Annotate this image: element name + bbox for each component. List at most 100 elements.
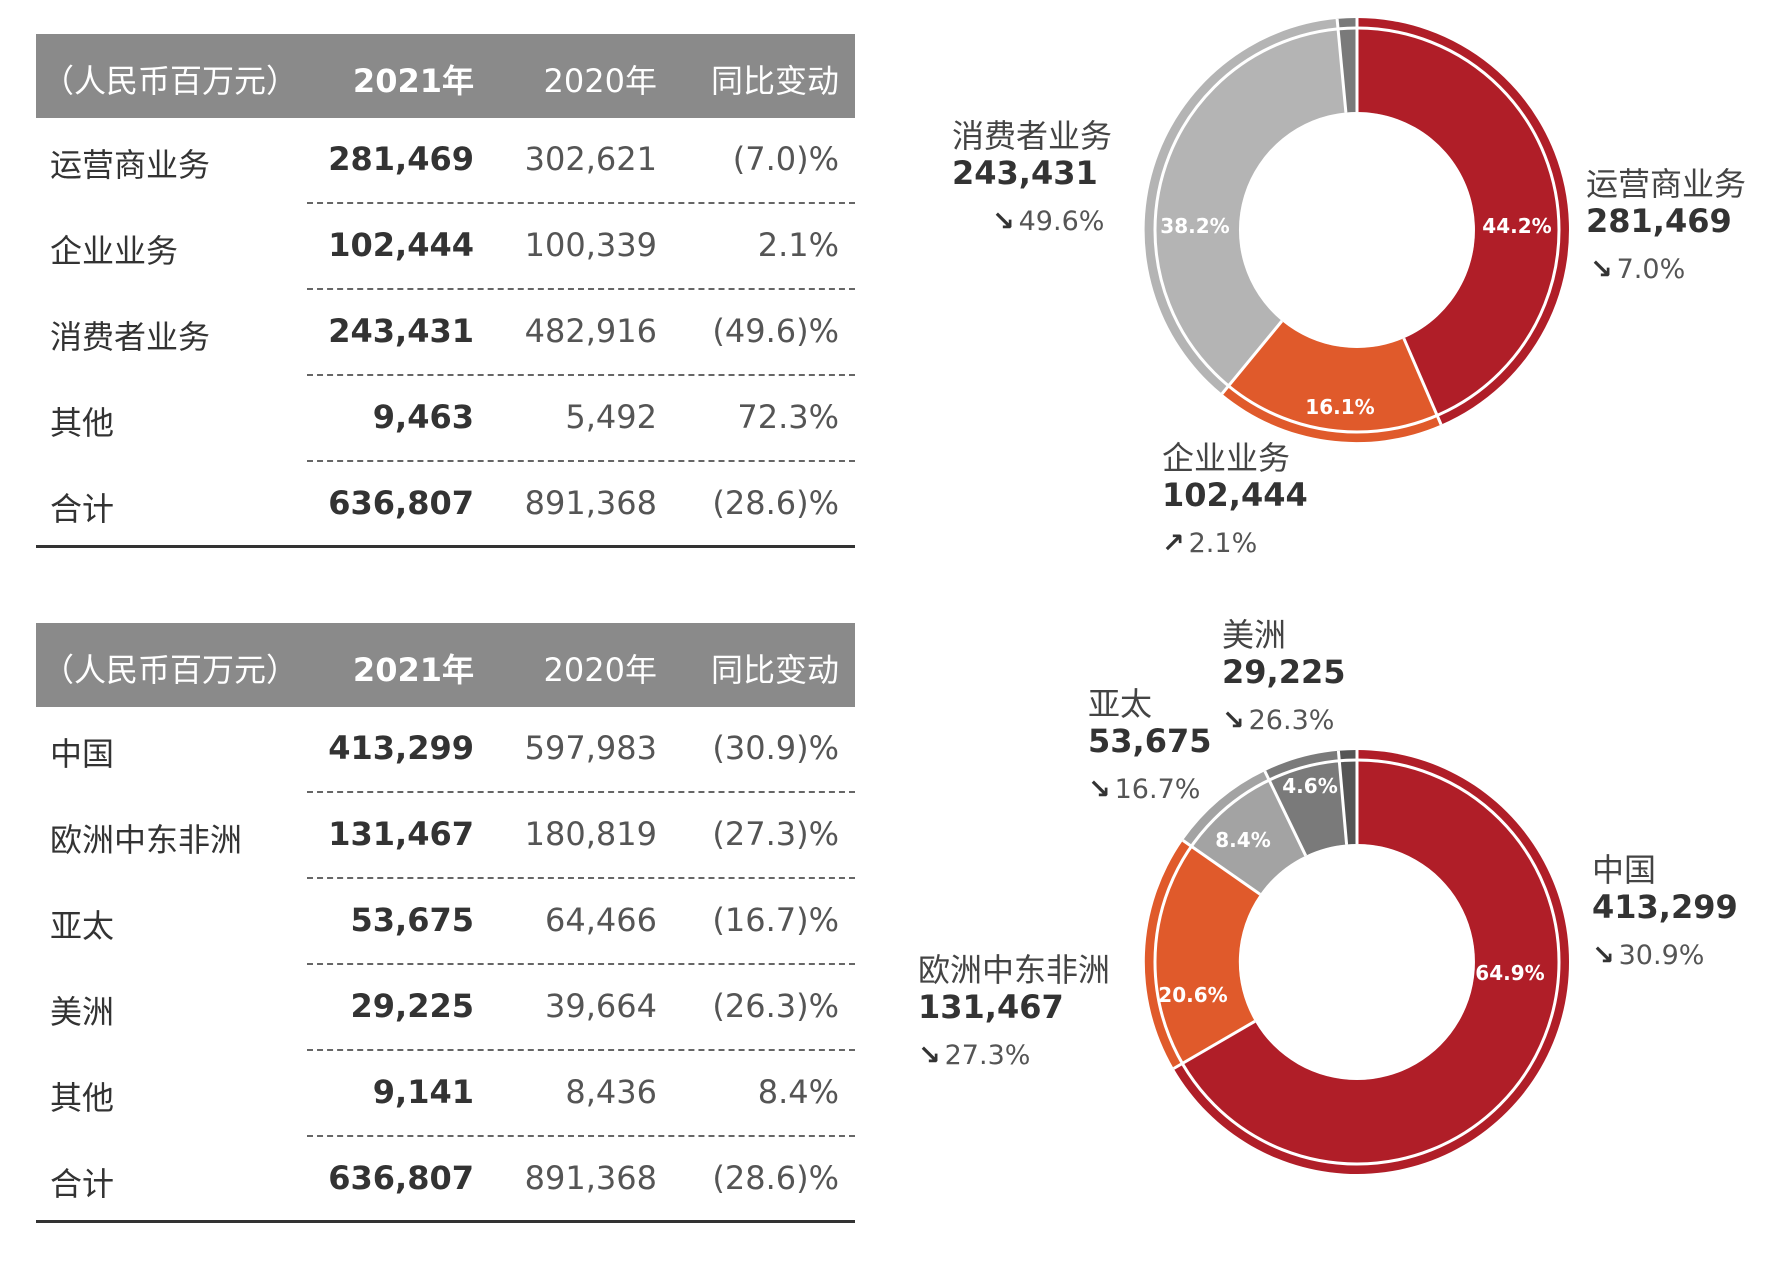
table-row: 企业业务 102,444 100,339 2.1% <box>36 204 855 290</box>
segment-change: ↘ 30.9% <box>1592 939 1705 971</box>
unit-header: （人民币百万元） <box>42 62 299 100</box>
label-carrier: 运营商业务 281,469 ↘ 7.0% <box>1586 166 1746 285</box>
yoy-change-header: 同比变动 <box>710 62 839 100</box>
table-row-total: 合计 636,807 891,368 (28.6)% <box>36 462 855 548</box>
slice-enterprise <box>1222 321 1442 443</box>
slice-label-consumer: 38.2% <box>1160 214 1229 238</box>
value-2021: 53,675 <box>350 901 474 939</box>
label-china: 中国 413,299 ↘ 30.9% <box>1592 852 1738 971</box>
row-label: 欧洲中东非洲 <box>50 821 243 859</box>
yoy-change: (49.6)% <box>712 312 839 350</box>
arrow-down-right-icon: ↘ <box>1088 773 1111 805</box>
value-2020: 302,621 <box>524 140 657 178</box>
row-divider <box>307 288 855 290</box>
value-2020: 891,368 <box>524 1159 657 1197</box>
value-2020: 100,339 <box>524 226 657 264</box>
segment-value: 281,469 <box>1586 201 1732 240</box>
value-2021: 9,463 <box>372 398 474 436</box>
value-2021: 29,225 <box>350 987 474 1025</box>
arrow-down-right-icon: ↘ <box>918 1039 941 1071</box>
row-label: 中国 <box>50 735 115 773</box>
row-label: 合计 <box>50 490 115 528</box>
value-2021: 636,807 <box>328 1159 474 1197</box>
row-divider <box>307 877 855 879</box>
segment-value: 243,431 <box>952 153 1098 192</box>
yoy-change: (28.6)% <box>712 1159 839 1197</box>
table-row: 其他 9,141 8,436 8.4% <box>36 1051 855 1137</box>
segment-name: 企业业务 <box>1162 439 1291 477</box>
yoy-change: 2.1% <box>757 226 839 264</box>
value-2020: 39,664 <box>545 987 657 1025</box>
row-label: 合计 <box>50 1165 115 1203</box>
slice-apac <box>1182 771 1306 895</box>
row-divider <box>307 374 855 376</box>
table-bottom-rule <box>36 545 855 548</box>
donut-slices <box>1144 749 1570 1174</box>
segment-name: 运营商业务 <box>1586 165 1747 203</box>
value-2020: 180,819 <box>524 815 657 853</box>
row-label: 美洲 <box>50 993 115 1031</box>
yoy-change: (26.3)% <box>712 987 839 1025</box>
yoy-change: 8.4% <box>757 1073 839 1111</box>
segment-value: 29,225 <box>1222 652 1346 691</box>
yoy-change-header: 同比变动 <box>710 651 839 689</box>
row-divider <box>307 460 855 462</box>
label-emea: 欧洲中东非洲 131,467 ↘ 27.3% <box>918 952 1110 1071</box>
slice-other <box>1337 17 1357 113</box>
table-header: （人民币百万元） 2021年 2020年 同比变动 <box>36 623 855 707</box>
table-row: 其他 9,463 5,492 72.3% <box>36 376 855 462</box>
segment-name: 欧洲中东非洲 <box>918 951 1111 989</box>
slice-carrier <box>1357 18 1569 425</box>
arrow-up-right-icon: ↗ <box>1162 527 1185 559</box>
row-label: 企业业务 <box>50 232 179 270</box>
value-2021: 9,141 <box>372 1073 474 1111</box>
segment-value: 53,675 <box>1088 721 1212 760</box>
segment-change: ↗ 2.1% <box>1162 527 1258 559</box>
table-row: 美洲 29,225 39,664 (26.3)% <box>36 965 855 1051</box>
value-2021: 102,444 <box>328 226 474 264</box>
value-2021: 243,431 <box>328 312 474 350</box>
region-donut-chart: 64.9% 20.6% 8.4% 4.6% <box>1144 749 1570 1174</box>
segment-value: 102,444 <box>1162 475 1308 514</box>
segment-name: 亚太 <box>1088 685 1153 723</box>
segment-name: 中国 <box>1592 851 1657 889</box>
table-header: （人民币百万元） 2021年 2020年 同比变动 <box>36 34 855 118</box>
table-row: 欧洲中东非洲 131,467 180,819 (27.3)% <box>36 793 855 879</box>
table-row: 中国 413,299 597,983 (30.9)% <box>36 707 855 793</box>
yoy-change: (7.0)% <box>732 140 839 178</box>
yoy-change: (16.7)% <box>712 901 839 939</box>
donut-slices <box>1144 17 1569 443</box>
segment-change: ↘ 26.3% <box>1222 704 1335 736</box>
value-2020: 64,466 <box>545 901 657 939</box>
row-label: 运营商业务 <box>50 146 211 184</box>
arrow-down-right-icon: ↘ <box>1222 704 1245 736</box>
slice-emea <box>1144 840 1261 1069</box>
table-row-total: 合计 636,807 891,368 (28.6)% <box>36 1137 855 1223</box>
slice-label-emea: 20.6% <box>1158 983 1227 1007</box>
label-apac: 亚太 53,675 ↘ 16.7% <box>1088 686 1211 805</box>
value-2021: 131,467 <box>328 815 474 853</box>
arrow-down-right-icon: ↘ <box>1592 939 1615 971</box>
table-row: 运营商业务 281,469 302,621 (7.0)% <box>36 118 855 204</box>
label-consumer: 消费者业务 243,431 ↘ 49.6% <box>952 118 1112 237</box>
label-americas: 美洲 29,225 ↘ 26.3% <box>1222 617 1345 736</box>
business-donut-chart: 44.2% 16.1% 38.2% <box>1144 17 1569 443</box>
year-2020-header: 2020年 <box>543 62 657 100</box>
slice-separators <box>1220 18 1443 426</box>
segment-change: ↘ 16.7% <box>1088 773 1201 805</box>
segment-value: 131,467 <box>918 987 1064 1026</box>
region-revenue-table: （人民币百万元） 2021年 2020年 同比变动 中国 413,299 597… <box>36 623 855 1223</box>
slice-label-china: 64.9% <box>1475 961 1544 985</box>
yoy-change: (28.6)% <box>712 484 839 522</box>
row-divider <box>307 791 855 793</box>
slice-americas <box>1264 750 1347 856</box>
label-enterprise: 企业业务 102,444 ↗ 2.1% <box>1162 440 1308 559</box>
row-divider <box>307 1049 855 1051</box>
table-row: 消费者业务 243,431 482,916 (49.6)% <box>36 290 855 376</box>
business-revenue-table: （人民币百万元） 2021年 2020年 同比变动 运营商业务 281,469 … <box>36 34 855 548</box>
segment-name: 美洲 <box>1222 616 1287 654</box>
slice-label-enterprise: 16.1% <box>1305 395 1374 419</box>
slice-label-apac: 8.4% <box>1215 828 1270 852</box>
slice-label-carrier: 44.2% <box>1482 214 1551 238</box>
year-2020-header: 2020年 <box>543 651 657 689</box>
